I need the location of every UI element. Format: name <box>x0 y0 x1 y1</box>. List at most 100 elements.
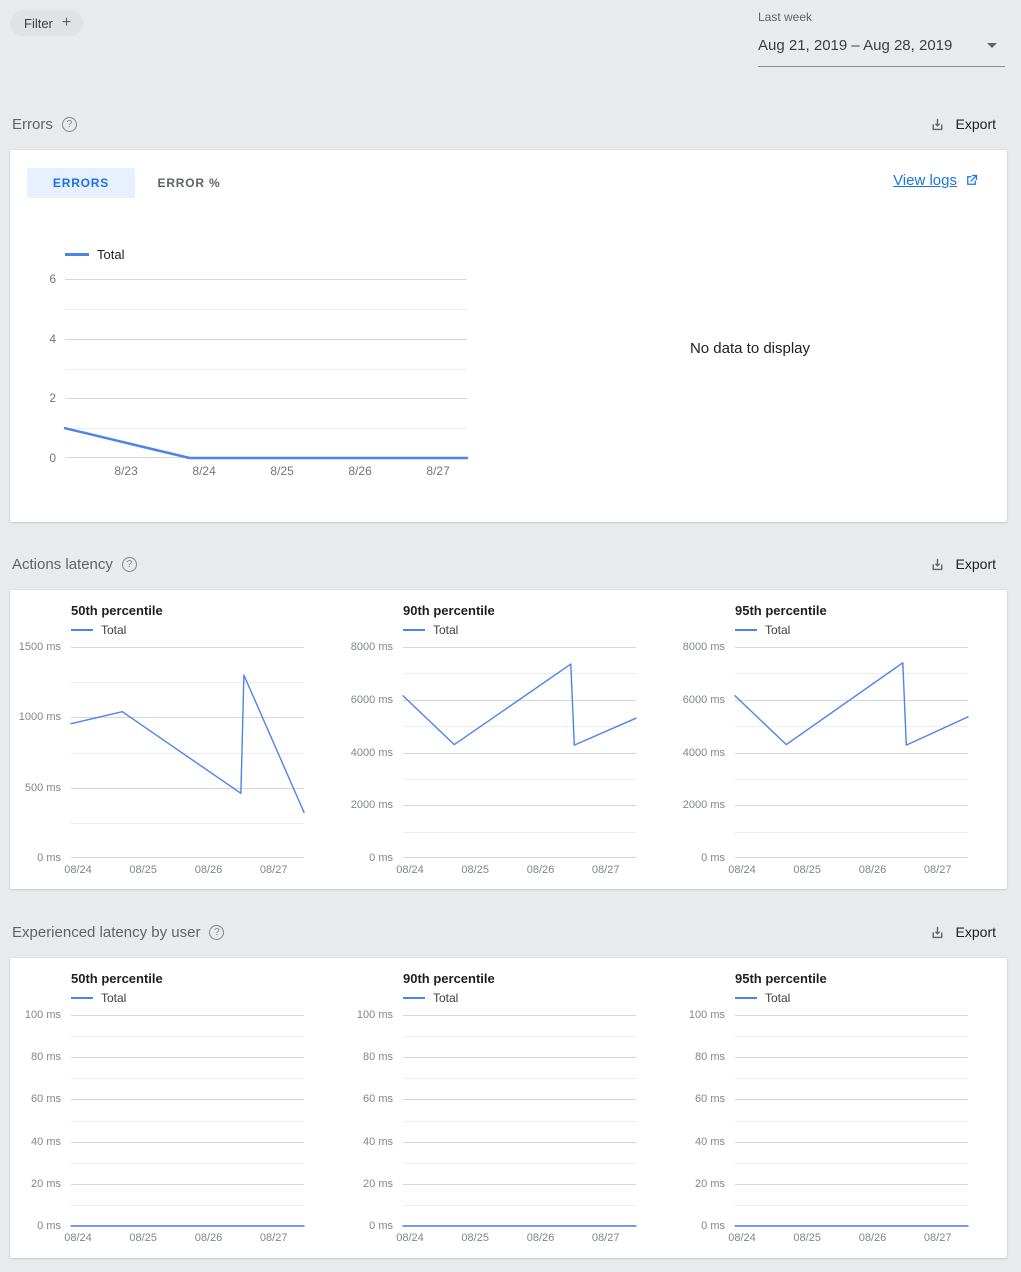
x-axis-tick-label: 08/24 <box>728 1232 756 1244</box>
chart-legend: Total <box>71 622 304 638</box>
major-gridline <box>735 752 968 754</box>
legend-line-swatch <box>65 252 89 256</box>
major-gridline <box>735 1183 968 1185</box>
x-axis-tick-label: 08/26 <box>526 864 555 876</box>
x-axis-tick-label: 08/27 <box>923 1232 952 1244</box>
y-axis-labels: 0 ms 20 ms 40 ms 60 ms 80 ms 100 ms <box>683 1009 735 1232</box>
x-axis-tick-label: 08/26 <box>858 864 887 876</box>
y-axis-labels: 0 ms 20 ms 40 ms 60 ms 80 ms 100 ms <box>351 1009 403 1232</box>
chart-legend: Total <box>735 990 968 1006</box>
open-in-new-icon <box>967 174 978 185</box>
x-axis-tick-label: 08/27 <box>259 864 288 876</box>
chart-plot-area <box>70 647 305 858</box>
errors-section-header: Errors <box>12 115 77 133</box>
experienced-latency-p50-chart: 50th percentile Total 0 ms 20 ms 40 ms 60 ms 8… <box>19 971 305 1246</box>
y-axis-tick-label: 60 ms <box>363 1093 393 1106</box>
minor-gridline <box>735 778 968 780</box>
view-logs-link[interactable]: View logs <box>893 172 979 189</box>
chart-title: 95th percentile <box>735 603 827 618</box>
x-axis-tick-label: 08/27 <box>923 864 952 876</box>
y-axis-tick-label: 20 ms <box>31 1177 61 1190</box>
y-axis-tick-label: 80 ms <box>695 1051 725 1064</box>
tab-error-percent[interactable]: ERROR % <box>157 176 221 190</box>
major-gridline <box>403 1183 636 1185</box>
y-axis-tick-label: 500 ms <box>24 781 61 794</box>
y-axis-tick-label: 0 ms <box>369 1220 393 1232</box>
major-gridline <box>71 1015 304 1016</box>
y-axis-tick-label: 0 ms <box>37 1220 61 1232</box>
major-gridline <box>71 1141 304 1143</box>
y-axis-tick-label: 2000 ms <box>682 799 725 812</box>
chart-title: 95th percentile <box>735 971 827 986</box>
no-data-message: No data to display <box>689 340 811 357</box>
minor-gridline <box>71 1036 304 1038</box>
legend-series-label: Total <box>433 623 459 637</box>
major-gridline <box>403 805 636 807</box>
minor-gridline <box>403 726 636 728</box>
major-gridline <box>403 1141 636 1143</box>
major-gridline <box>735 1141 968 1143</box>
y-axis-tick-label: 40 ms <box>695 1135 725 1148</box>
y-axis-tick-label: 0 ms <box>369 852 393 864</box>
series-line <box>402 1225 637 1227</box>
minor-gridline <box>735 1120 968 1122</box>
major-gridline <box>735 857 968 858</box>
x-axis-tick-label: 08/25 <box>793 1232 821 1244</box>
minor-gridline <box>403 831 636 833</box>
x-axis-tick-label: 08/24 <box>396 864 424 876</box>
chart-plot-area <box>734 1015 969 1227</box>
tab-errors[interactable]: ERRORS <box>27 168 135 198</box>
minor-gridline <box>735 1204 968 1206</box>
y-axis-tick-label: 20 ms <box>363 1177 393 1190</box>
chart-title: 50th percentile <box>71 971 163 986</box>
y-axis-tick-label: 20 ms <box>695 1177 725 1190</box>
export-label: Export <box>955 116 996 132</box>
actions-latency-export-button[interactable]: Export <box>929 555 996 573</box>
filter-chip[interactable]: Filter <box>10 10 84 36</box>
minor-gridline <box>71 1204 304 1206</box>
y-axis-labels: 0 ms 20 ms 40 ms 60 ms 80 ms 100 ms <box>19 1009 71 1232</box>
view-logs-label: View logs <box>893 172 957 189</box>
major-gridline <box>71 787 304 789</box>
major-gridline <box>403 647 636 648</box>
legend-series-label: Total <box>765 991 791 1005</box>
minor-gridline <box>403 1120 636 1122</box>
experienced-latency-section-title: Experienced latency by user <box>12 923 201 941</box>
legend-line-swatch <box>735 997 757 999</box>
y-axis-tick-label: 2000 ms <box>350 799 393 812</box>
major-gridline <box>71 717 304 719</box>
x-axis-tick-label: 08/25 <box>461 864 489 876</box>
help-icon[interactable] <box>209 924 225 940</box>
major-gridline <box>65 338 467 340</box>
plus-icon <box>62 15 71 31</box>
experienced-latency-card: 50th percentile Total 0 ms 20 ms 40 ms 60 ms 8… <box>10 958 1007 1258</box>
series-line <box>734 662 969 746</box>
minor-gridline <box>403 673 636 675</box>
help-icon[interactable] <box>61 116 77 132</box>
experienced-latency-export-button[interactable]: Export <box>929 923 996 941</box>
actions-latency-section-title: Actions latency <box>12 555 113 573</box>
minor-gridline <box>403 778 636 780</box>
legend-line-swatch <box>71 997 93 999</box>
y-axis-tick-label: 100 ms <box>356 1009 393 1021</box>
series-line <box>734 1225 969 1227</box>
errors-export-button[interactable]: Export <box>929 115 996 133</box>
x-axis-labels: 08/24 08/25 08/26 08/27 <box>64 864 304 878</box>
chart-legend: Total <box>403 622 636 638</box>
minor-gridline <box>403 1036 636 1038</box>
y-axis-tick-label: 4000 ms <box>350 746 393 759</box>
y-axis-tick-label: 0 <box>49 451 56 465</box>
y-axis-tick-label: 8000 ms <box>682 641 725 653</box>
download-icon <box>932 558 942 570</box>
x-axis-tick-label: 08/24 <box>64 1232 92 1244</box>
minor-gridline <box>71 682 304 684</box>
y-axis-labels: 0 ms 2000 ms 4000 ms 6000 ms 8000 ms <box>682 641 735 864</box>
date-range-control: Last week Aug 21, 2019 – Aug 28, 2019 <box>758 10 1005 67</box>
help-icon[interactable] <box>121 556 137 572</box>
minor-gridline <box>735 1036 968 1038</box>
minor-gridline <box>71 1078 304 1080</box>
major-gridline <box>65 398 467 400</box>
date-range-select[interactable]: Aug 21, 2019 – Aug 28, 2019 <box>758 37 1005 67</box>
actions-latency-card: 50th percentile Total 0 ms 500 ms 1000 ms 150… <box>10 590 1007 889</box>
